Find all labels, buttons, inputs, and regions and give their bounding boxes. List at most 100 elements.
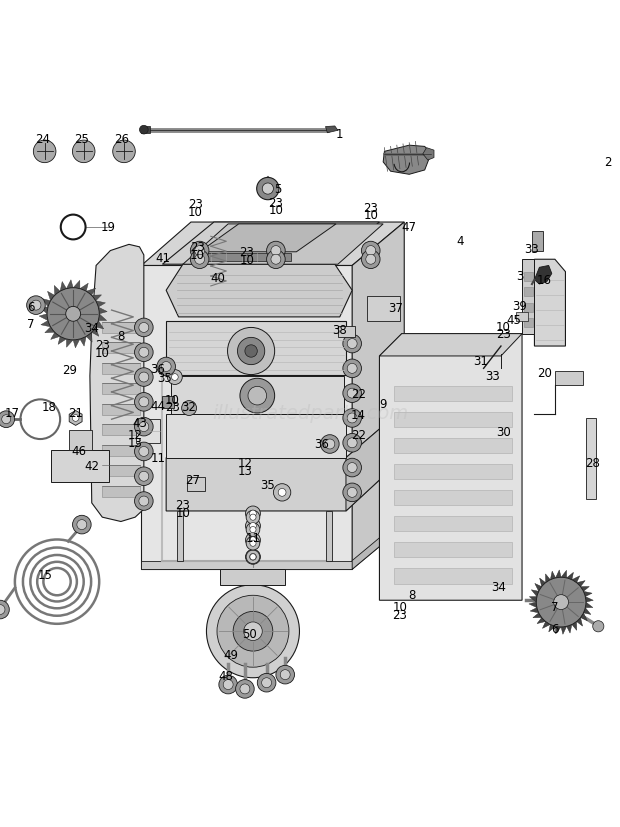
Circle shape [271, 246, 281, 256]
Polygon shape [379, 334, 522, 600]
Circle shape [250, 554, 256, 561]
Circle shape [250, 554, 256, 560]
Circle shape [43, 568, 71, 595]
Bar [532, 232, 543, 251]
Circle shape [135, 418, 153, 437]
Text: 3: 3 [516, 270, 523, 283]
Polygon shape [80, 284, 88, 292]
Circle shape [172, 375, 178, 381]
Circle shape [190, 242, 209, 261]
Text: 7: 7 [27, 318, 35, 330]
Circle shape [257, 178, 279, 200]
Text: 10: 10 [175, 506, 190, 519]
Text: 11: 11 [246, 531, 260, 544]
Circle shape [23, 547, 91, 616]
Text: 23: 23 [363, 202, 378, 214]
Polygon shape [367, 297, 400, 322]
Text: 26: 26 [114, 133, 129, 146]
Text: 37: 37 [388, 302, 403, 315]
Circle shape [73, 415, 79, 422]
Polygon shape [326, 511, 332, 561]
Polygon shape [379, 334, 522, 356]
Text: 14: 14 [351, 409, 366, 421]
Text: 23: 23 [190, 241, 205, 254]
Text: 22: 22 [351, 428, 366, 442]
Text: 40: 40 [211, 272, 226, 285]
Polygon shape [537, 618, 546, 624]
Polygon shape [394, 516, 511, 532]
Polygon shape [102, 343, 140, 354]
Text: 10: 10 [363, 209, 378, 222]
Polygon shape [338, 327, 355, 338]
Text: 31: 31 [473, 355, 488, 367]
Polygon shape [58, 337, 66, 345]
Polygon shape [200, 225, 336, 252]
Polygon shape [166, 322, 346, 375]
Text: 7: 7 [551, 600, 559, 613]
Polygon shape [73, 281, 80, 289]
Circle shape [347, 364, 357, 374]
Bar [524, 318, 533, 328]
Circle shape [139, 348, 149, 358]
Circle shape [250, 537, 256, 544]
Polygon shape [580, 587, 590, 591]
Polygon shape [352, 518, 404, 570]
Circle shape [343, 335, 361, 353]
Circle shape [246, 506, 260, 521]
Circle shape [280, 670, 290, 680]
Polygon shape [102, 466, 140, 476]
Circle shape [206, 585, 299, 678]
Bar [516, 313, 528, 322]
Polygon shape [102, 486, 140, 497]
Polygon shape [183, 225, 383, 265]
Circle shape [271, 255, 281, 265]
Circle shape [246, 519, 260, 533]
Polygon shape [522, 260, 534, 334]
Polygon shape [54, 286, 60, 296]
Circle shape [140, 127, 148, 135]
Polygon shape [39, 314, 48, 321]
Polygon shape [586, 418, 596, 499]
Polygon shape [394, 464, 511, 480]
Polygon shape [585, 597, 593, 602]
Circle shape [33, 141, 56, 164]
Polygon shape [92, 327, 99, 337]
Bar [162, 396, 174, 409]
Circle shape [246, 523, 260, 537]
Text: 10: 10 [188, 206, 203, 218]
Text: 42: 42 [84, 460, 99, 472]
Circle shape [246, 533, 260, 547]
Circle shape [139, 496, 149, 506]
Polygon shape [394, 413, 511, 428]
Circle shape [219, 676, 237, 694]
Circle shape [0, 600, 9, 619]
Circle shape [248, 387, 267, 405]
Text: 20: 20 [537, 366, 552, 380]
Polygon shape [166, 265, 352, 318]
Polygon shape [205, 254, 291, 262]
Circle shape [347, 488, 357, 498]
Polygon shape [177, 511, 183, 561]
Text: 35: 35 [157, 371, 172, 384]
Text: 35: 35 [260, 478, 275, 491]
Text: 11: 11 [151, 452, 166, 465]
Polygon shape [549, 624, 556, 632]
Polygon shape [102, 445, 140, 457]
Circle shape [250, 510, 256, 517]
Text: 8: 8 [117, 330, 125, 342]
Bar [524, 288, 533, 297]
Text: 38: 38 [332, 323, 347, 337]
Circle shape [347, 339, 357, 349]
Polygon shape [394, 543, 511, 557]
Text: 10: 10 [190, 248, 205, 261]
Polygon shape [577, 581, 585, 587]
Text: 47: 47 [402, 222, 417, 234]
Polygon shape [162, 222, 379, 265]
Polygon shape [561, 571, 567, 578]
Polygon shape [99, 308, 107, 314]
Text: 28: 28 [585, 457, 600, 470]
Polygon shape [69, 431, 92, 451]
Polygon shape [69, 411, 82, 426]
Circle shape [73, 516, 91, 534]
Circle shape [135, 492, 153, 511]
